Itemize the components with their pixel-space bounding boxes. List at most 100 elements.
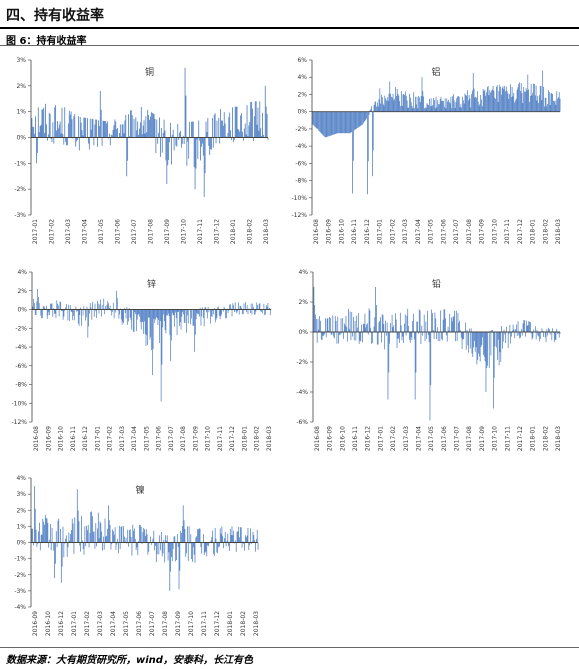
chart-copper-bar	[79, 116, 81, 138]
chart-copper-bar	[108, 137, 109, 139]
chart-lead-bar	[485, 332, 487, 392]
chart-zinc-bar	[101, 304, 103, 310]
chart-aluminum-bar	[537, 95, 539, 112]
chart-nickel-bar	[35, 529, 37, 543]
chart-zinc-bar	[230, 308, 232, 310]
chart-aluminum-y-tick-label: 4%	[297, 74, 307, 81]
chart-copper-bar	[213, 114, 215, 138]
chart-copper-bar	[41, 109, 43, 138]
chart-zinc-bar	[33, 298, 35, 310]
chart-aluminum-y-tick-label: -8%	[295, 178, 307, 185]
chart-aluminum-bar	[472, 90, 473, 112]
chart-nickel-bar	[108, 520, 110, 543]
chart-lead-bar	[467, 332, 469, 346]
chart-aluminum-bar	[464, 93, 466, 112]
chart-nickel-bar	[165, 535, 166, 543]
chart-copper-bar	[55, 105, 57, 138]
chart-nickel-bar	[254, 540, 256, 543]
chart-zinc-bar	[99, 304, 101, 310]
chart-lead-bar	[475, 332, 477, 347]
chart-copper-bar	[47, 137, 48, 141]
chart-copper: -3% -2% -1% 0% 1% 2% 3% 2017-01 2017-02 2017-03 20…	[0, 50, 285, 258]
chart-nickel-bar	[40, 534, 42, 543]
chart-nickel-bar	[189, 542, 191, 544]
chart-nickel-bar	[54, 542, 55, 578]
chart-copper-bar	[144, 133, 146, 138]
chart-nickel-bar	[164, 542, 166, 563]
chart-nickel-bar	[120, 527, 122, 543]
chart-nickel-bar	[48, 542, 50, 548]
chart-copper-bar	[180, 137, 182, 148]
chart-copper-bar	[53, 137, 55, 144]
chart-nickel-bar	[123, 536, 125, 543]
chart-copper-bar	[267, 137, 269, 140]
chart-nickel-bar	[124, 541, 126, 543]
chart-lead-bar	[446, 332, 448, 342]
chart-zinc-bar	[246, 309, 247, 313]
chart-zinc-bar	[183, 309, 185, 323]
chart-nickel-y-tick-label: -2%	[14, 572, 26, 579]
chart-copper-bar	[175, 137, 177, 146]
chart-aluminum-bar	[353, 111, 355, 131]
chart-aluminum-bar	[386, 100, 387, 112]
chart-aluminum-bar	[432, 105, 434, 112]
chart-nickel-bar	[56, 542, 58, 548]
chart-zinc-bar	[119, 309, 121, 315]
chart-aluminum-bar	[469, 98, 471, 112]
chart-copper-bar	[124, 120, 126, 138]
chart-nickel-bar	[83, 542, 85, 555]
chart-aluminum-bar	[330, 111, 332, 136]
chart-nickel-bar	[69, 540, 71, 543]
chart-nickel-bar	[221, 526, 223, 543]
chart-lead-bar	[437, 327, 438, 332]
chart-zinc-bar	[169, 309, 171, 336]
chart-zinc-bar	[75, 306, 77, 310]
chart-aluminum-bar	[544, 97, 546, 112]
chart-zinc-bar	[58, 309, 60, 317]
chart-aluminum-bar	[445, 108, 447, 112]
chart-zinc-bar	[53, 308, 54, 310]
chart-zinc-bar	[171, 309, 172, 341]
chart-zinc-bar	[225, 309, 227, 319]
chart-aluminum-bar	[359, 111, 361, 127]
chart-lead-bar	[552, 328, 554, 332]
chart-lead-bar	[473, 332, 474, 348]
chart-nickel-bar	[171, 542, 172, 558]
chart-lead-bar	[380, 317, 381, 332]
chart-copper-bar	[170, 137, 172, 165]
chart-nickel-bar	[113, 534, 115, 543]
chart-nickel-bar	[252, 531, 254, 543]
chart-aluminum-bar	[541, 100, 543, 112]
chart-aluminum-bar	[320, 111, 322, 134]
chart-nickel-bar	[250, 528, 251, 543]
chart-aluminum-bar	[424, 107, 426, 112]
chart-nickel-bar	[71, 518, 73, 543]
chart-zinc-bar	[214, 309, 216, 323]
chart-nickel-y-tick-label: 3%	[16, 491, 26, 498]
chart-copper-bar	[138, 134, 139, 138]
chart-lead-bar	[428, 332, 430, 343]
chart-nickel-bar	[213, 542, 215, 556]
chart-nickel-bar	[182, 505, 184, 543]
chart-zinc-bar	[85, 309, 86, 321]
chart-zinc-bar	[98, 309, 100, 314]
chart-aluminum-bar	[397, 93, 399, 112]
chart-aluminum-bar	[449, 103, 451, 112]
chart-nickel-x-tick-label: 2017-11	[201, 611, 208, 636]
chart-nickel-bar	[160, 542, 161, 551]
chart-aluminum-bar	[467, 100, 469, 112]
chart-aluminum-x-tick-label: 2016-10	[338, 219, 345, 244]
chart-copper-bar	[201, 137, 203, 144]
header-rule	[0, 27, 579, 29]
chart-zinc-bar	[104, 309, 105, 315]
chart-zinc-bar	[254, 309, 256, 315]
chart-nickel-bar	[141, 542, 143, 544]
chart-zinc-bar	[243, 303, 245, 310]
chart-copper-bar	[202, 137, 204, 156]
chart-copper-bar	[203, 137, 205, 197]
chart-copper-bar	[253, 137, 254, 142]
chart-lead-bar	[333, 332, 334, 337]
chart-nickel-bar	[167, 542, 169, 561]
chart-zinc-bar	[68, 304, 70, 310]
chart-lead-bar	[426, 332, 428, 339]
